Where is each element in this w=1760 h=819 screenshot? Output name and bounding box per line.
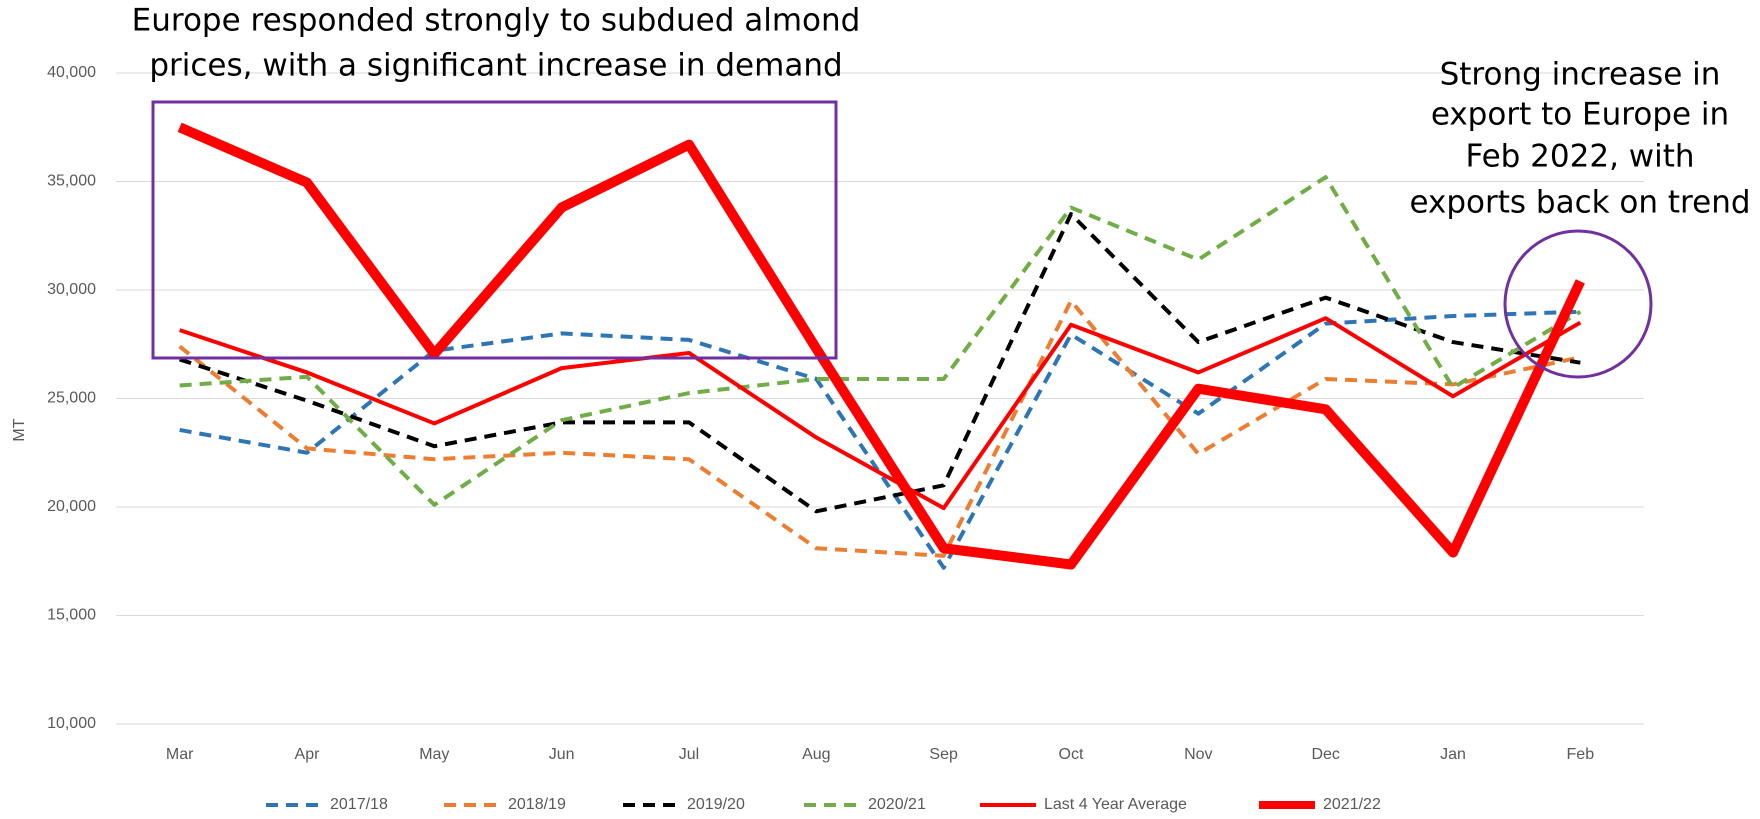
legend-label: 2018/19 (508, 796, 566, 813)
x-tick-label: Jan (1440, 746, 1466, 763)
series-line (179, 316, 1582, 511)
legend-label: Last 4 Year Average (1044, 796, 1187, 813)
highlight-box (151, 100, 838, 360)
legend-label: 2021/22 (1323, 796, 1381, 813)
y-tick-label: 10,000 (47, 715, 96, 732)
annotation: Strong increase in (1440, 57, 1721, 93)
x-tick-label: Feb (1567, 746, 1595, 763)
annotation: exports back on trend (1409, 185, 1750, 221)
series-line (177, 122, 1585, 570)
y-axis-label: MT (11, 418, 28, 441)
annotation: Feb 2022, with (1465, 139, 1694, 175)
x-tick-label: Oct (1059, 746, 1084, 763)
x-tick-label: Dec (1311, 746, 1339, 763)
y-tick-label: 25,000 (47, 390, 96, 407)
x-tick-label: Aug (802, 746, 830, 763)
series-line (179, 212, 1581, 514)
x-tick-label: Mar (166, 746, 194, 763)
series-line (179, 309, 1581, 570)
y-tick-label: 40,000 (47, 64, 96, 81)
legend-label: 2020/21 (868, 796, 926, 813)
x-tick-label: Sep (929, 746, 958, 763)
legend-label: 2019/20 (687, 796, 745, 813)
annotation: prices, with a significant increase in d… (149, 48, 842, 84)
series-line (179, 175, 1582, 507)
series-line (178, 298, 1581, 558)
annotation: Europe responded strongly to subdued alm… (132, 3, 861, 39)
y-tick-label: 30,000 (47, 281, 96, 298)
y-tick-label: 15,000 (47, 607, 96, 624)
x-tick-label: Jun (549, 746, 575, 763)
annotation: export to Europe in (1431, 97, 1729, 133)
legend-label: 2017/18 (330, 796, 388, 813)
y-tick-label: 35,000 (47, 173, 96, 190)
x-tick-label: Nov (1184, 746, 1212, 763)
x-tick-label: Apr (295, 746, 321, 763)
y-tick-label: 20,000 (47, 498, 96, 515)
x-tick-label: May (419, 746, 449, 763)
x-tick-label: Jul (679, 746, 699, 763)
highlight-circle (1503, 229, 1653, 379)
